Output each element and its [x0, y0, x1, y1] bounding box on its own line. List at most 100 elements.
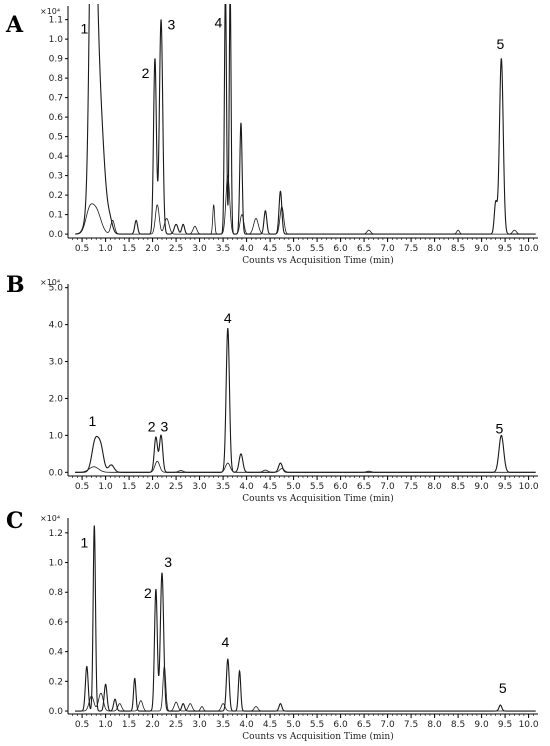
x-tick-label: 3.0: [192, 720, 207, 730]
x-tick-label: 6.0: [333, 244, 348, 254]
y-tick-label: 1.1: [49, 16, 63, 26]
x-tick-label: 6.5: [357, 720, 371, 730]
peak-label: 5: [497, 36, 505, 52]
x-tick-label: 7.5: [404, 244, 418, 254]
x-tick-label: 4.5: [263, 244, 277, 254]
x-axis-title: Counts vs Acquisition Time (min): [242, 731, 393, 742]
x-tick-label: 10.0: [519, 720, 539, 730]
x-tick-label: 3.0: [192, 482, 207, 492]
y-multiplier: ×10⁴: [40, 278, 60, 287]
y-tick-label: 3.0: [49, 358, 64, 368]
x-tick-label: 3.5: [216, 244, 230, 254]
y-tick-label: 5.0: [49, 284, 64, 294]
x-tick-label: 7.0: [380, 720, 395, 730]
x-tick-label: 8.0: [427, 482, 442, 492]
panel-label: A: [5, 12, 24, 38]
x-tick-label: 4.5: [263, 482, 277, 492]
x-tick-label: 2.5: [169, 244, 183, 254]
x-tick-label: 8.5: [451, 720, 465, 730]
y-tick-label: 0.2: [49, 677, 63, 687]
peak-label: 1: [89, 413, 97, 429]
y-tick-label: 0.4: [49, 152, 64, 162]
x-tick-label: 8.0: [427, 720, 442, 730]
x-tick-label: 9.0: [474, 244, 489, 254]
x-tick-label: 5.0: [286, 482, 301, 492]
x-tick-label: 2.0: [145, 244, 160, 254]
x-tick-label: 8.5: [451, 482, 465, 492]
y-tick-label: 2.0: [49, 394, 64, 404]
peak-label: 4: [224, 310, 232, 326]
chromatogram-trace-1: [75, 525, 536, 712]
x-tick-label: 4.0: [239, 482, 254, 492]
y-tick-label: 1.0: [49, 559, 64, 569]
x-tick-label: 1.5: [122, 244, 136, 254]
x-tick-label: 6.5: [357, 482, 371, 492]
x-tick-label: 6.0: [333, 720, 348, 730]
y-tick-label: 0.7: [49, 94, 63, 104]
x-tick-label: 9.5: [498, 482, 512, 492]
x-tick-label: 2.5: [169, 482, 183, 492]
y-tick-label: 0.1: [49, 211, 63, 221]
x-tick-label: 5.0: [286, 720, 301, 730]
y-tick-label: 1.2: [49, 529, 63, 539]
panel-label: B: [6, 272, 25, 298]
x-tick-label: 0.5: [75, 482, 89, 492]
x-tick-label: 5.5: [310, 482, 324, 492]
x-tick-label: 9.5: [498, 720, 512, 730]
x-tick-label: 4.0: [239, 244, 254, 254]
y-tick-label: 0.3: [49, 172, 63, 182]
x-tick-label: 7.0: [380, 244, 395, 254]
x-tick-label: 5.0: [286, 244, 301, 254]
x-tick-label: 0.5: [75, 244, 89, 254]
x-axis-title: Counts vs Acquisition Time (min): [242, 493, 393, 504]
peak-label: 1: [81, 535, 89, 551]
y-multiplier: ×10⁴: [40, 7, 60, 16]
chromatogram-trace-1: [75, 327, 536, 473]
x-tick-label: 0.5: [75, 720, 89, 730]
x-axis-title: Counts vs Acquisition Time (min): [242, 255, 393, 266]
panel-a: A ×10⁴ 0.0 0.1 0.2 0.3 0.4 0.5 0.6 0.7 0.8 0.9 1.0 1.…: [5, 4, 539, 266]
y-tick-label: 0.4: [49, 648, 64, 658]
y-tick-label: 0.6: [49, 618, 64, 628]
peak-label: 4: [215, 14, 223, 30]
x-tick-label: 7.5: [404, 720, 418, 730]
peak-label: 4: [222, 634, 230, 650]
y-tick-label: 0.2: [49, 191, 63, 201]
chromatogram-trace-2: [75, 460, 536, 473]
chromatogram-trace-2: [75, 175, 536, 235]
x-tick-label: 5.5: [310, 720, 324, 730]
peak-label: 3: [164, 554, 172, 570]
x-tick-label: 9.5: [498, 244, 512, 254]
x-tick-label: 3.5: [216, 482, 230, 492]
y-tick-label: 0.0: [49, 707, 64, 717]
y-tick-label: 4.0: [49, 321, 64, 331]
panel-b: B ×10⁴ 0.0 1.0 2.0 3.0 4.0 5.0 0.5 1.0 1.5 2.0 2.5 3.…: [6, 272, 539, 504]
x-tick-label: 4.0: [239, 720, 254, 730]
y-tick-label: 0.8: [49, 74, 64, 84]
x-tick-label: 3.0: [192, 244, 207, 254]
x-tick-label: 2.0: [145, 482, 160, 492]
x-tick-label: 4.5: [263, 720, 277, 730]
y-tick-label: 0.0: [49, 230, 64, 240]
x-tick-label: 8.5: [451, 244, 465, 254]
peak-label: 1: [81, 20, 89, 36]
x-tick-label: 9.0: [474, 482, 489, 492]
x-tick-label: 7.5: [404, 482, 418, 492]
panel-label: C: [6, 508, 24, 534]
x-tick-label: 1.5: [122, 720, 136, 730]
x-tick-label: 5.5: [310, 244, 324, 254]
peak-label: 3: [168, 16, 176, 32]
x-tick-label: 6.0: [333, 482, 348, 492]
chromatogram-trace-1: [75, 4, 536, 235]
x-tick-label: 6.5: [357, 244, 371, 254]
y-tick-label: 1.0: [49, 431, 64, 441]
panel-c: C ×10⁴ 0.0 0.2 0.4 0.6 0.8 1.0 1.2 0.5 1.0 1.5 2.0 2.…: [6, 508, 539, 742]
x-tick-label: 8.0: [427, 244, 442, 254]
x-tick-label: 2.0: [145, 720, 160, 730]
x-tick-label: 2.5: [169, 720, 183, 730]
x-tick-label: 9.0: [474, 720, 489, 730]
y-multiplier: ×10⁴: [40, 514, 60, 523]
peak-label: 5: [499, 680, 507, 696]
peak-label: 2: [142, 65, 150, 81]
